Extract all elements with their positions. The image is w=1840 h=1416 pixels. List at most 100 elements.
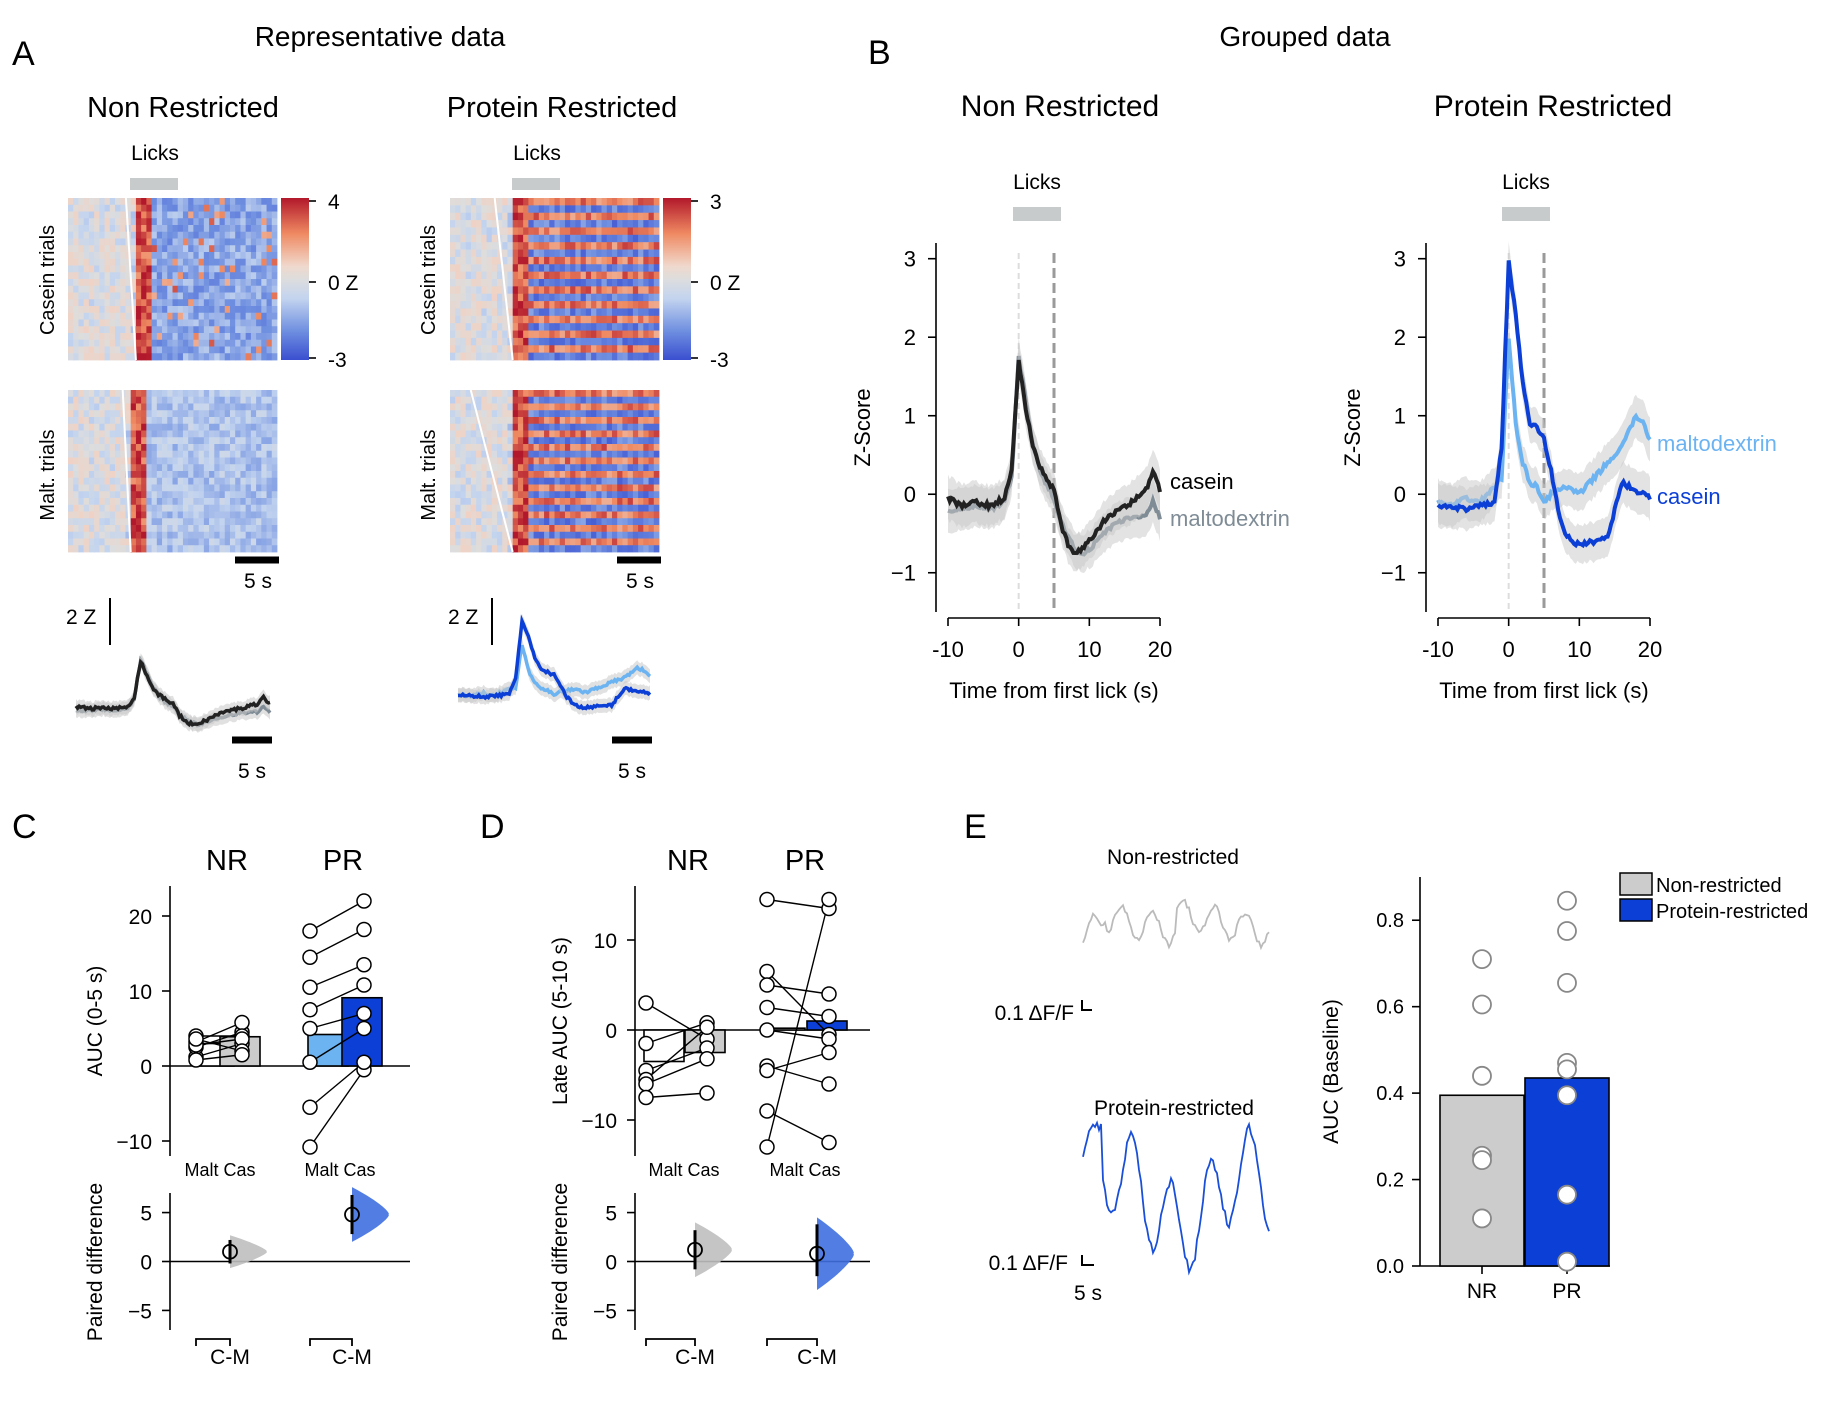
heatmap-cell xyxy=(73,511,79,519)
heatmap-cell xyxy=(219,245,226,253)
point-malt xyxy=(302,1054,318,1070)
heatmap-cell xyxy=(88,390,95,398)
heatmap-cell xyxy=(601,249,608,258)
heatmap-cell xyxy=(94,258,100,266)
heatmap-cell xyxy=(538,323,545,331)
heatmap-cell xyxy=(209,484,215,492)
heatmap-cell xyxy=(156,390,163,398)
heatmap-cell xyxy=(162,333,168,341)
heatmap-cell xyxy=(250,346,257,354)
heatmap-cell xyxy=(570,464,576,472)
heatmap-cell xyxy=(261,346,267,354)
heatmap-cell xyxy=(250,238,257,246)
heatmap-cell xyxy=(104,545,111,553)
heatmap-cell xyxy=(261,231,267,239)
point-malt xyxy=(759,963,775,980)
heatmap-cell xyxy=(177,306,184,314)
heatmap-cell xyxy=(559,396,566,404)
heatmap-cell xyxy=(177,491,184,499)
heatmap-cell xyxy=(538,337,545,346)
heatmap-cell xyxy=(224,390,231,398)
heatmap-cell xyxy=(235,491,241,499)
heatmap-cell xyxy=(83,346,90,354)
heatmap-cell xyxy=(606,471,613,479)
heatmap-cell xyxy=(203,518,210,526)
heatmap-cell xyxy=(580,330,587,339)
heatmap-cell xyxy=(601,518,608,526)
heatmap-cell xyxy=(591,293,597,302)
heatmap-cell xyxy=(209,245,215,253)
heatmap-cell xyxy=(643,430,649,438)
heatmap-cell xyxy=(538,545,545,553)
heatmap-cell xyxy=(172,198,179,206)
heatmap-cell xyxy=(177,396,184,404)
heatmap-cell xyxy=(141,457,147,465)
heatmap-cell xyxy=(146,326,153,334)
heatmap-cell xyxy=(261,464,267,472)
heatmap-cell xyxy=(507,417,514,425)
heatmap-cell xyxy=(83,396,90,404)
heatmap-cell xyxy=(167,265,173,273)
heatmap-cell xyxy=(591,212,597,221)
heatmap-cell xyxy=(601,390,608,398)
heatmap-cell xyxy=(611,450,618,458)
heatmap-cell xyxy=(538,396,545,404)
heatmap-cell xyxy=(564,205,571,214)
heatmap-cell xyxy=(476,444,482,452)
heatmap-cell xyxy=(538,504,545,512)
heatmap-cell xyxy=(591,198,597,206)
heatmap-cell xyxy=(261,545,267,553)
heatmap-cell xyxy=(617,330,623,339)
heatmap-cell xyxy=(538,491,545,499)
heatmap-cell xyxy=(214,390,220,398)
heatmap-cell xyxy=(465,417,472,425)
heatmap-cell xyxy=(533,242,540,250)
heatmap-cell xyxy=(250,245,257,253)
heatmap-cell xyxy=(177,312,184,320)
heatmap-cell xyxy=(632,531,639,539)
heatmap-cell xyxy=(507,345,514,354)
heatmap-cell xyxy=(88,423,95,431)
point-casein xyxy=(356,1054,372,1070)
heatmap-cell xyxy=(497,337,503,346)
heatmap-cell xyxy=(83,525,90,533)
contrast-bracket xyxy=(195,1338,231,1346)
heatmap-cell xyxy=(209,417,215,425)
heatmap-cell xyxy=(78,464,85,472)
heatmap-cell xyxy=(141,204,147,212)
heatmap-cell xyxy=(554,256,561,265)
heatmap-cell xyxy=(648,437,655,445)
heatmap-cell xyxy=(606,545,613,553)
heatmap-cell xyxy=(622,396,629,404)
heatmap-cell xyxy=(554,286,561,295)
heatmap-cell xyxy=(245,444,252,452)
heatmap-cell xyxy=(104,306,111,314)
heatmap-cell xyxy=(235,198,241,206)
heatmap-cell xyxy=(465,484,472,492)
heatmap-cell xyxy=(162,285,168,293)
point-casein xyxy=(356,977,372,993)
heatmap-cell xyxy=(193,272,200,280)
heatmap-cell xyxy=(214,471,220,479)
heatmap-cell xyxy=(235,333,241,341)
heatmap-cell xyxy=(256,390,262,398)
heatmap-cell xyxy=(214,491,220,499)
heatmap-cell xyxy=(151,396,158,404)
heatmap-cell xyxy=(538,477,545,485)
heatmap-cell xyxy=(193,319,200,327)
heatmap-cell xyxy=(481,491,487,499)
heatmap-cell xyxy=(177,477,184,485)
heatmap-cell xyxy=(460,330,467,339)
heatmap-cell xyxy=(182,306,189,314)
heatmap-cell xyxy=(638,538,644,546)
heatmap-cell xyxy=(455,396,461,404)
heatmap-cell xyxy=(611,491,618,499)
heatmap-cell xyxy=(606,504,613,512)
heatmap-cell xyxy=(517,525,524,533)
heatmap-cell xyxy=(643,403,649,411)
heatmap-cell xyxy=(580,538,587,546)
heatmap-cell xyxy=(559,518,566,526)
heatmap-cell xyxy=(245,225,252,233)
heatmap-cell xyxy=(109,326,116,334)
heatmap-nr-malt xyxy=(68,389,278,553)
